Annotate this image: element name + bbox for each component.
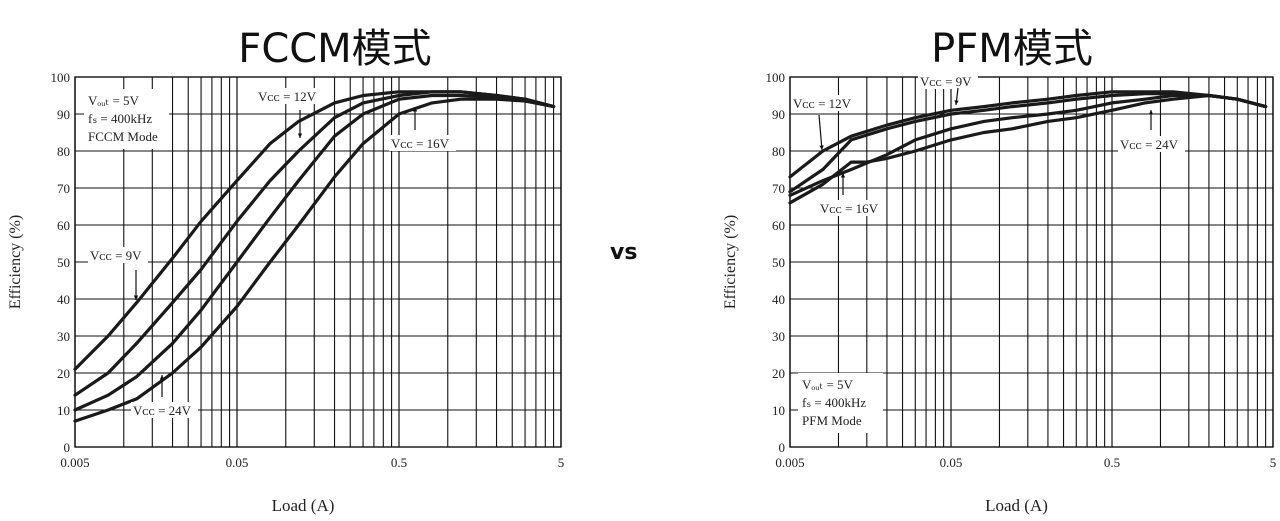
- arrow-head-icon: [819, 145, 824, 150]
- y-tick-label: 70: [772, 181, 785, 196]
- y-tick-label: 70: [57, 181, 70, 196]
- arrow-head-icon: [840, 173, 846, 178]
- y-tick-label: 80: [772, 144, 785, 159]
- x-axis-label: Load (A): [985, 496, 1048, 515]
- arrow-head-icon: [159, 375, 165, 380]
- pfm-efficiency-chart: 0 10 20 30 40 50 60 70 80 90 100 0.005 0.05 0.5 5 Load …: [722, 70, 1277, 515]
- annotation-line: fₛ = 400kHz: [802, 395, 866, 410]
- y-tick-label: 40: [772, 292, 785, 307]
- arrow-head-icon: [1148, 110, 1154, 115]
- series-line: [788, 93, 1268, 205]
- y-tick-label: 30: [772, 329, 785, 344]
- y-axis-label: Efficiency (%): [722, 215, 739, 309]
- y-tick-label: 10: [57, 403, 70, 418]
- y-tick-label: 60: [57, 218, 70, 233]
- x-tick-label: 0.005: [775, 455, 804, 470]
- series-label: Vᴄᴄ = 9V: [918, 73, 978, 106]
- y-tick-label: 0: [64, 440, 71, 455]
- x-axis-label: Load (A): [272, 496, 335, 515]
- x-tick-label: 0.5: [391, 455, 407, 470]
- y-tick-label: 80: [57, 144, 70, 159]
- series-label-arrow: [818, 114, 823, 151]
- y-tick-label: 20: [772, 366, 785, 381]
- arrow-head-icon: [412, 107, 418, 112]
- series-line: [73, 93, 556, 412]
- series-label-text: Vᴄᴄ = 24V: [1120, 137, 1179, 152]
- vs-label: vs: [610, 240, 638, 265]
- right-title: PFM模式: [931, 26, 1093, 72]
- annotation-background: [798, 373, 883, 433]
- series-label: Vᴄᴄ = 12V: [791, 95, 858, 151]
- arrow-head-icon: [297, 133, 303, 138]
- series-label: Vᴄᴄ = 24V: [131, 375, 198, 418]
- left-title: FCCM模式: [238, 26, 432, 72]
- series-line: [73, 97, 556, 423]
- y-tick-label: 10: [772, 403, 785, 418]
- y-tick-label: 90: [772, 107, 785, 122]
- series-label: Vᴄᴄ = 9V: [88, 247, 148, 300]
- arrow-head-icon: [133, 295, 139, 300]
- x-tick-label: 5: [558, 455, 565, 470]
- annotation-box: Vₒᵤₜ = 5V fₛ = 400kHz FCCM Mode: [84, 89, 169, 149]
- y-tick-label: 30: [57, 329, 70, 344]
- annotation-line: fₛ = 400kHz: [88, 111, 152, 126]
- series-label: Vᴄᴄ = 16V: [389, 107, 456, 151]
- y-tick-label: 50: [772, 255, 785, 270]
- series-label: Vᴄᴄ = 24V: [1118, 110, 1185, 152]
- y-tick-label: 60: [772, 218, 785, 233]
- x-tick-label: 0.05: [940, 455, 963, 470]
- series-label: Vᴄᴄ = 16V: [818, 173, 885, 216]
- y-tick-label: 90: [57, 107, 70, 122]
- x-tick-label: 0.005: [60, 455, 89, 470]
- y-tick-label: 100: [766, 70, 786, 85]
- arrow-head-icon: [954, 100, 959, 105]
- series-label-text: Vᴄᴄ = 12V: [258, 89, 317, 104]
- y-tick-label: 100: [51, 70, 71, 85]
- series-label-text: Vᴄᴄ = 9V: [90, 248, 142, 263]
- series-label-text: Vᴄᴄ = 16V: [391, 136, 450, 151]
- annotation-background: [84, 89, 169, 149]
- series-label: Vᴄᴄ = 12V: [256, 88, 323, 138]
- annotation-line: Vₒᵤₜ = 5V: [802, 377, 854, 392]
- y-tick-label: 50: [57, 255, 70, 270]
- x-tick-label: 5: [1270, 455, 1277, 470]
- y-tick-label: 0: [779, 440, 786, 455]
- series-label-text: Vᴄᴄ = 12V: [793, 96, 852, 111]
- series-line: [73, 90, 556, 397]
- y-axis-label: Efficiency (%): [7, 215, 24, 309]
- fccm-efficiency-chart: 0 10 20 30 40 50 60 70 80 90 100 0.005 0.05 0.5 5 Load …: [7, 70, 565, 515]
- annotation-box: Vₒᵤₜ = 5V fₛ = 400kHz PFM Mode: [798, 373, 883, 433]
- annotation-line: PFM Mode: [802, 413, 862, 428]
- plot-frame: [789, 76, 1274, 448]
- series-label-text: Vᴄᴄ = 24V: [133, 403, 192, 418]
- series-label-text: Vᴄᴄ = 9V: [920, 74, 972, 89]
- annotation-line: Vₒᵤₜ = 5V: [88, 93, 140, 108]
- y-tick-label: 20: [57, 366, 70, 381]
- plot-frame: [74, 76, 562, 448]
- annotation-line: FCCM Mode: [88, 129, 158, 144]
- y-tick-label: 40: [57, 292, 70, 307]
- x-tick-label: 0.05: [226, 455, 249, 470]
- x-tick-label: 0.5: [1104, 455, 1120, 470]
- series-label-text: Vᴄᴄ = 16V: [820, 201, 879, 216]
